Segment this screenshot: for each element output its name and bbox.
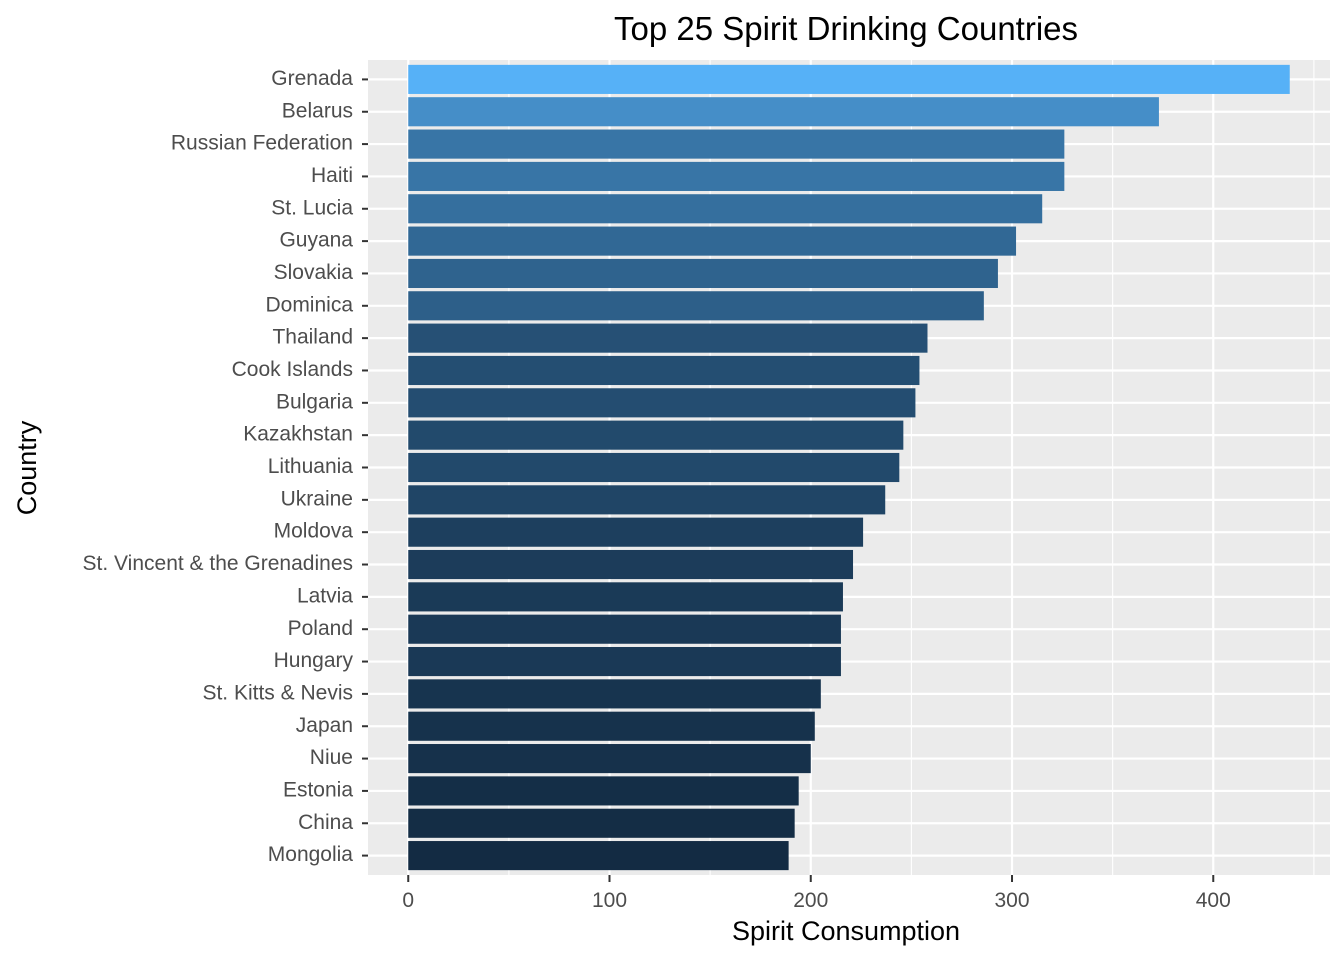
x-tick-label: 300 <box>994 889 1029 912</box>
bar-dominica <box>408 291 984 321</box>
bar-st-lucia <box>408 194 1043 224</box>
bar-grenada <box>408 64 1290 94</box>
y-tick-label: Belarus <box>282 99 353 122</box>
x-tick-label: 100 <box>592 889 627 912</box>
bar-thailand <box>408 323 928 353</box>
x-axis-ticks: 0 100 200 300 400 <box>402 875 1231 912</box>
y-tick-label: St. Kitts & Nevis <box>202 681 353 704</box>
bars <box>408 64 1290 871</box>
bar-kazakhstan <box>408 420 904 450</box>
bar-china <box>408 808 795 838</box>
y-axis-title: Country <box>12 420 42 515</box>
chart-title: Top 25 Spirit Drinking Countries <box>614 10 1078 47</box>
y-tick-label: St. Vincent & the Grenadines <box>83 552 353 575</box>
bar-estonia <box>408 776 799 806</box>
bar-guyana <box>408 226 1017 256</box>
bar-poland <box>408 614 841 644</box>
y-tick-label: Dominica <box>265 293 353 316</box>
y-tick-label: Haiti <box>311 164 353 187</box>
y-tick-label: Grenada <box>271 67 353 90</box>
bar-russian-federation <box>408 129 1065 159</box>
y-tick-label: Bulgaria <box>276 390 353 413</box>
bar-ukraine <box>408 485 886 515</box>
bar-cook-islands <box>408 355 920 386</box>
bar-japan <box>408 711 815 741</box>
y-tick-label: China <box>298 811 353 834</box>
y-tick-label: Ukraine <box>281 487 353 510</box>
bar-st-kitts-nevis <box>408 679 821 709</box>
x-tick-label: 0 <box>402 889 414 912</box>
y-axis-ticks: Grenada Belarus Russian Federation Haiti St.… <box>83 67 368 866</box>
y-tick-label: Thailand <box>272 326 353 349</box>
bar-bulgaria <box>408 388 916 418</box>
y-tick-label: Kazakhstan <box>243 423 353 446</box>
bar-hungary <box>408 646 841 677</box>
y-tick-label: Hungary <box>274 649 354 672</box>
y-tick-label: Slovakia <box>274 261 354 284</box>
y-tick-label: Lithuania <box>268 455 354 478</box>
bar-latvia <box>408 582 843 612</box>
y-tick-label: Guyana <box>279 229 353 252</box>
bar-belarus <box>408 97 1159 127</box>
y-tick-label: St. Lucia <box>271 196 353 219</box>
y-tick-label: Cook Islands <box>232 358 353 381</box>
bar-lithuania <box>408 452 900 483</box>
bar-mongolia <box>408 841 789 871</box>
x-axis-title: Spirit Consumption <box>732 916 960 946</box>
y-tick-label: Estonia <box>283 778 353 801</box>
bar-moldova <box>408 517 864 547</box>
bar-haiti <box>408 161 1065 191</box>
y-tick-label: Latvia <box>297 584 353 607</box>
bar-niue <box>408 744 811 774</box>
y-tick-label: Poland <box>288 617 353 640</box>
bar-st-vincent-the-grenadines <box>408 549 854 580</box>
y-tick-label: Moldova <box>274 520 354 543</box>
x-tick-label: 400 <box>1196 889 1231 912</box>
x-tick-label: 200 <box>793 889 828 912</box>
bar-slovakia <box>408 258 998 289</box>
y-tick-label: Mongolia <box>268 843 354 866</box>
y-tick-label: Japan <box>296 714 353 737</box>
y-tick-label: Russian Federation <box>171 132 353 155</box>
y-tick-label: Niue <box>310 746 353 769</box>
